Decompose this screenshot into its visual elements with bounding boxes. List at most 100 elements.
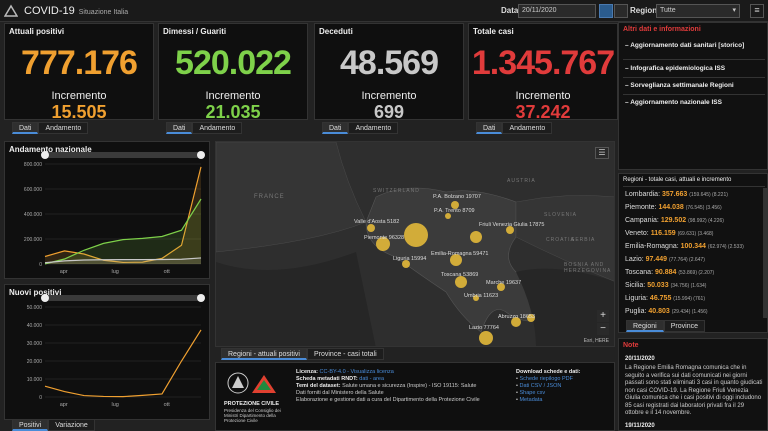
chart2-tabs: Positivi Variazione xyxy=(12,419,95,431)
region-detail: (69.631) (3.468) xyxy=(677,231,714,237)
link-infografica-iss[interactable]: Infografica epidemiologica ISS xyxy=(625,65,765,72)
region-row[interactable]: Sicilia: 50.033 (34.756) (1.634) xyxy=(625,282,706,289)
tab-andamento[interactable]: Andamento xyxy=(502,122,553,134)
link-sorveglianza-regioni[interactable]: Sorveglianza settimanale Regioni xyxy=(625,82,765,89)
region-row[interactable]: Emilia-Romagna: 100.344 (62.974) (2.533) xyxy=(625,243,744,250)
download-csv-link[interactable]: Dati CSV / JSON xyxy=(519,383,562,389)
link-aggiornamento-iss[interactable]: Aggiornamento nazionale ISS xyxy=(625,99,765,106)
map-panel[interactable]: FRANCE SWITZERLAND AUSTRIA SLOVENIA CROA… xyxy=(215,141,615,347)
tab-andamento[interactable]: Andamento xyxy=(192,122,243,134)
tab-province-casi[interactable]: Province - casi totali xyxy=(306,348,384,360)
region-total: 46.755 xyxy=(649,295,672,302)
region-row[interactable]: Liguria: 46.755 (15.994) (761) xyxy=(625,295,705,302)
y-tick-label: 20.000 xyxy=(27,359,43,365)
region-row[interactable]: Veneto: 116.159 (69.631) (3.468) xyxy=(625,230,713,237)
region-row[interactable]: Puglia: 40.803 (29.434) (1.456) xyxy=(625,308,708,315)
region-total: 90.884 xyxy=(654,269,677,276)
region-name: Toscana: xyxy=(625,269,654,276)
slider-handle xyxy=(197,151,205,159)
region-row[interactable]: Piemonte: 144.038 (76.545) (3.456) xyxy=(625,204,722,211)
region-name: Campania: xyxy=(625,217,659,224)
tab-variazione[interactable]: Variazione xyxy=(48,419,95,431)
region-name: Lazio: xyxy=(625,256,644,263)
y-tick-label: 0 xyxy=(39,395,42,401)
top-bar: COVID-19 Situazione Italia Data 20/11/202… xyxy=(0,0,768,22)
region-row[interactable]: Lazio: 97.449 (77.764) (2.647) xyxy=(625,256,705,263)
download-shape-link[interactable]: Shape csv xyxy=(519,390,546,396)
info-panel-title: Altri dati e informazioni xyxy=(623,26,701,33)
pc-subtitle: Presidenza del Consiglio dei Ministri Di… xyxy=(224,408,281,423)
clock-icon[interactable] xyxy=(614,4,628,18)
tab-dati[interactable]: Dati xyxy=(322,122,349,134)
tab-andamento[interactable]: Andamento xyxy=(38,122,89,134)
temi-label: Temi del dataset: xyxy=(296,383,341,389)
x-tick-label: apr xyxy=(60,269,68,275)
andamento-nazionale-panel: Andamento nazionale 800.000 600.000 400.00… xyxy=(4,141,210,279)
country-label: FRANCE xyxy=(254,194,285,200)
app-title-text: COVID-19 xyxy=(24,5,75,17)
tab-dati[interactable]: Dati xyxy=(166,122,193,134)
map-credit: Esri, HERE xyxy=(583,338,609,344)
link-aggiornamento-dati[interactable]: Aggiornamento dati sanitari [storico] xyxy=(625,42,765,49)
regions-panel: Regioni - totale casi, attuali e increme… xyxy=(618,173,768,333)
chart-title: Andamento nazionale xyxy=(9,145,92,154)
andamento-chart[interactable]: 800.000 600.000 400.000 200.000 0 apr lug ott xyxy=(5,150,211,280)
series-line xyxy=(44,198,202,265)
license-link[interactable]: CC-BY-4.0 - Visualizza licenza xyxy=(319,369,394,375)
regione-select[interactable]: Tutte ▾ xyxy=(656,4,740,18)
download-metadata-link[interactable]: Metadata xyxy=(519,397,543,403)
download-pdf-link[interactable]: Schede riepilogo PDF xyxy=(519,376,573,382)
range-slider xyxy=(45,295,201,301)
y-tick-label: 800.000 xyxy=(24,162,42,168)
app-logo-icon xyxy=(4,4,18,17)
country-label: SLOVENIA xyxy=(544,212,578,218)
map-list-icon[interactable]: ☰ xyxy=(595,147,609,159)
country-label: SWITZERLAND xyxy=(373,188,420,194)
increment-label: Incremento xyxy=(515,90,571,102)
region-name: Puglia: xyxy=(625,308,647,315)
data-elaboration: Elaborazione e gestione dati a cura del … xyxy=(296,397,480,403)
series-area xyxy=(45,166,201,264)
tab-dati[interactable]: Dati xyxy=(476,122,503,134)
scrollbar[interactable] xyxy=(763,188,767,318)
data-source: Dati forniti dal Ministero della Salute xyxy=(296,390,384,396)
tab-andamento[interactable]: Andamento xyxy=(348,122,399,134)
region-detail: (77.764) (2.647) xyxy=(669,257,705,263)
region-detail: (98.992) (4.226) xyxy=(688,218,724,224)
card-value: 777.176 xyxy=(21,44,138,82)
calendar-icon[interactable] xyxy=(599,4,613,18)
region-row[interactable]: Lombardia: 357.663 (159.645) (8.221) xyxy=(625,191,728,198)
nuovi-positivi-panel: Nuovi positivi 50.000 40.000 30.000 20.000 1… xyxy=(4,284,210,420)
region-row[interactable]: Campania: 129.502 (98.992) (4.226) xyxy=(625,217,724,224)
region-row[interactable]: Toscana: 90.884 (53.869) (2.207) xyxy=(625,269,714,276)
map-label-lazio: Lazio 77764 xyxy=(469,325,499,331)
date-label: Data xyxy=(501,6,519,15)
card-title: Dimessi / Guariti xyxy=(163,27,227,36)
x-tick-label: apr xyxy=(60,402,68,408)
menu-icon[interactable]: ≡ xyxy=(750,4,764,18)
series-area xyxy=(45,198,201,264)
map-label-liguria: Liguria 15994 xyxy=(393,256,427,262)
tab-province[interactable]: Province xyxy=(663,320,705,332)
card-value: 520.022 xyxy=(175,44,292,82)
app-subtitle: Situazione Italia xyxy=(78,9,129,16)
nuovi-positivi-chart[interactable]: 50.000 40.000 30.000 20.000 10.000 0 apr lug ott xyxy=(5,293,211,413)
region-name: Sicilia: xyxy=(625,282,646,289)
kpi-card: Attuali positivi 777.176 Incremento 15.5… xyxy=(4,23,154,122)
series-line xyxy=(44,166,202,263)
map-label-trento: P.A. Trento 8709 xyxy=(434,208,475,214)
zoom-out-button[interactable]: − xyxy=(597,323,609,335)
tab-positivi[interactable]: Positivi xyxy=(12,419,49,431)
range-slider xyxy=(45,152,201,158)
region-total: 40.803 xyxy=(648,308,670,315)
tab-dati[interactable]: Dati xyxy=(12,122,39,134)
chevron-down-icon: ▾ xyxy=(732,7,736,14)
kpi-card: Dimessi / Guariti 520.022 Incremento 21.… xyxy=(158,23,308,122)
date-field[interactable]: 20/11/2020 xyxy=(518,4,596,18)
region-detail: (76.545) (3.456) xyxy=(685,205,722,211)
tab-regioni-attuali[interactable]: Regioni - attuali positivi xyxy=(221,348,307,360)
scheda-link[interactable]: dati - area xyxy=(359,376,385,382)
tab-regioni[interactable]: Regioni xyxy=(626,320,664,332)
zoom-in-button[interactable]: + xyxy=(597,310,609,322)
region-total: 50.033 xyxy=(647,282,669,289)
